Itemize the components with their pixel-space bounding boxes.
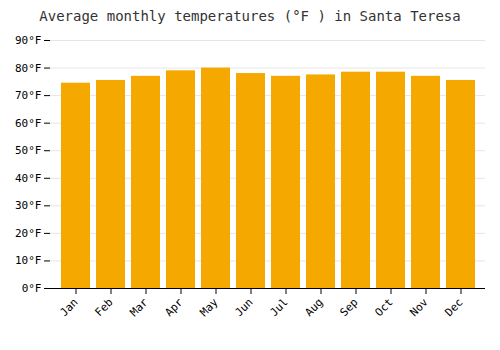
svg-text:Dec: Dec <box>442 296 465 319</box>
svg-text:40°F: 40°F <box>15 172 42 185</box>
html-text:Average monthly temperatures (: Average monthly temperatures (°F ) in Sa… <box>39 8 461 24</box>
svg-text:20°F: 20°F <box>15 227 42 240</box>
svg-text:May: May <box>197 295 221 319</box>
svg-text:Mar: Mar <box>127 295 151 319</box>
svg-text:Jan: Jan <box>57 296 80 319</box>
svg-text:90°F: 90°F <box>15 34 42 47</box>
svg-text:30°F: 30°F <box>15 199 42 212</box>
svg-text:Apr: Apr <box>162 295 186 319</box>
svg-text:Jul: Jul <box>267 296 290 319</box>
svg-text:50°F: 50°F <box>15 144 42 157</box>
svg-text:Sep: Sep <box>337 296 360 319</box>
svg-text:70°F: 70°F <box>15 89 42 102</box>
svg-text:Feb: Feb <box>92 296 115 319</box>
svg-text:10°F: 10°F <box>15 254 42 267</box>
svg-text:0°F: 0°F <box>22 282 42 295</box>
svg-text:Oct: Oct <box>372 296 395 319</box>
svg-text:60°F: 60°F <box>15 117 42 130</box>
svg-text:Nov: Nov <box>407 295 431 319</box>
svg-text:Aug: Aug <box>302 296 325 319</box>
svg-text:80°F: 80°F <box>15 62 42 75</box>
svg-text:Jun: Jun <box>232 296 255 319</box>
